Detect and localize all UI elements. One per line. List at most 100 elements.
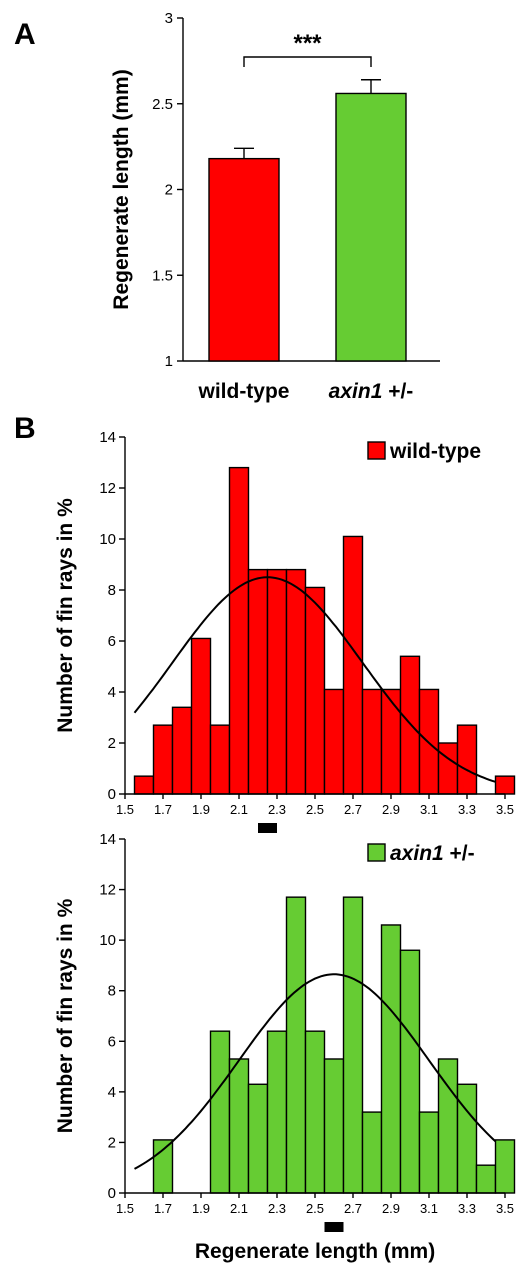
y-axis-title: Regenerate length (mm) — [110, 69, 133, 309]
mean-marker — [258, 823, 277, 833]
bar — [190, 637, 212, 795]
bar — [171, 706, 193, 795]
panel-label-b: B — [14, 412, 36, 445]
bar — [494, 1139, 516, 1194]
fit-curve — [134, 973, 497, 1170]
x-tick-label: 2.1 — [230, 1201, 248, 1216]
x-axis-title: Regenerate length (mm) — [195, 1240, 435, 1263]
panel-a: 1 1.5 2 2.5 3 Regenerate length (mm) wild-type… — [110, 10, 440, 403]
y-tick-label: 4 — [108, 684, 116, 701]
y-tick-label: 2 — [165, 182, 173, 199]
x-tick-label: 2.3 — [268, 1201, 286, 1216]
mean-marker — [324, 1222, 344, 1232]
x-tick-label: 1.7 — [154, 1201, 172, 1216]
x-tick-label: 1.9 — [192, 1201, 210, 1216]
y-tick-label: 6 — [108, 1033, 116, 1050]
bar — [475, 1164, 497, 1194]
histogram-axin1: 0 2 4 6 8 10 12 14 1.5 1.7 1.9 2.1 2.3 2.5 2.7 2.9 3.1 3.… — [54, 831, 516, 1263]
y-tick-label: 0 — [108, 786, 116, 803]
y-tick-label: 8 — [108, 582, 116, 599]
y-axis-title: Number of fin rays in % — [54, 898, 77, 1133]
y-tick-label: 8 — [108, 983, 116, 1000]
x-tick-label: 1.5 — [116, 802, 134, 817]
bar — [247, 568, 269, 795]
x-tick-label: 2.9 — [382, 1201, 400, 1216]
bar — [228, 1058, 250, 1194]
y-tick-label: 14 — [99, 831, 116, 848]
bar-1 — [208, 157, 280, 362]
y-tick-label: 12 — [99, 480, 116, 497]
bar — [437, 742, 459, 795]
bar — [304, 1030, 326, 1194]
y-tick-label: 6 — [108, 633, 116, 650]
bar — [456, 724, 478, 795]
y-tick-label: 1.5 — [152, 267, 173, 284]
legend-swatch — [367, 441, 386, 460]
bar — [228, 466, 250, 795]
x-tick-label: 2.1 — [230, 802, 248, 817]
legend-label: axin1 +/- — [390, 842, 475, 865]
significance-bracket — [243, 56, 372, 67]
x-tick-label: 3.3 — [458, 1201, 476, 1216]
bar — [456, 1083, 478, 1194]
bar — [418, 1111, 440, 1194]
y-axis-title: Number of fin rays in % — [54, 498, 77, 733]
bar — [209, 724, 231, 795]
bar — [494, 775, 516, 795]
bar — [152, 1139, 174, 1194]
x-tick-label: 3.5 — [496, 802, 514, 817]
category-label-2: axin1 +/- — [329, 380, 414, 403]
bar — [361, 688, 383, 795]
x-tick-label: 1.9 — [192, 802, 210, 817]
x-tick-label: 2.7 — [344, 1201, 362, 1216]
y-tick-label: 4 — [108, 1084, 116, 1101]
y-tick-label: 3 — [165, 10, 173, 27]
bar — [399, 949, 421, 1194]
x-tick-label: 3.5 — [496, 1201, 514, 1216]
legend-label: wild-type — [389, 440, 481, 463]
fit-curve — [133, 576, 496, 783]
bar — [323, 688, 345, 795]
bar — [304, 586, 326, 795]
bar — [342, 535, 364, 795]
bar-2 — [335, 92, 407, 362]
x-tick-label: 3.1 — [420, 1201, 438, 1216]
bar — [266, 568, 288, 795]
x-tick-label: 1.7 — [154, 802, 172, 817]
bar — [133, 775, 155, 795]
bar — [323, 1058, 345, 1194]
bar — [285, 896, 307, 1194]
x-tick-label: 3.1 — [420, 802, 438, 817]
y-tick-label: 1 — [165, 353, 173, 370]
y-tick-label: 12 — [99, 882, 116, 899]
y-tick-label: 10 — [99, 932, 116, 949]
y-tick-label: 0 — [108, 1185, 116, 1202]
histogram-wild-type: 0 2 4 6 8 10 12 14 1.5 1.7 1.9 2.1 2.3 2.5 2.7 2.9 3.1 3.… — [54, 429, 516, 833]
y-tick-label: 2 — [108, 735, 116, 752]
bar — [152, 724, 174, 795]
x-tick-label: 3.3 — [458, 802, 476, 817]
legend-swatch — [367, 843, 386, 862]
bar — [380, 688, 402, 795]
bar — [399, 655, 421, 795]
x-tick-label: 2.5 — [306, 1201, 324, 1216]
panel-label-a: A — [14, 18, 36, 51]
bar — [209, 1030, 231, 1194]
y-tick-label: 10 — [99, 531, 116, 548]
bar — [247, 1083, 269, 1194]
significance-label: *** — [293, 30, 322, 57]
x-tick-label: 2.7 — [344, 802, 362, 817]
x-tick-label: 2.9 — [382, 802, 400, 817]
y-tick-label: 2.5 — [152, 96, 173, 113]
x-tick-label: 2.5 — [306, 802, 324, 817]
x-tick-label: 2.3 — [268, 802, 286, 817]
y-tick-label: 14 — [99, 429, 116, 446]
y-tick-label: 2 — [108, 1134, 116, 1151]
x-tick-label: 1.5 — [116, 1201, 134, 1216]
bar — [380, 924, 402, 1194]
bar — [266, 1030, 288, 1194]
bar — [285, 568, 307, 795]
bar — [361, 1111, 383, 1194]
bar — [342, 896, 364, 1194]
